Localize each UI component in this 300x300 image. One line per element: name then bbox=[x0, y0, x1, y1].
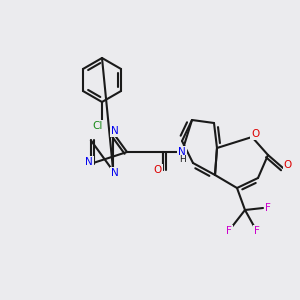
Text: N: N bbox=[85, 157, 93, 167]
Text: O: O bbox=[284, 160, 292, 170]
Text: N: N bbox=[111, 168, 119, 178]
Text: H: H bbox=[178, 155, 185, 164]
Text: F: F bbox=[226, 226, 232, 236]
Text: F: F bbox=[265, 203, 271, 213]
Text: F: F bbox=[254, 226, 260, 236]
Text: N: N bbox=[111, 126, 119, 136]
Text: Cl: Cl bbox=[93, 121, 103, 131]
Text: O: O bbox=[154, 165, 162, 175]
Text: N: N bbox=[178, 147, 186, 157]
Text: O: O bbox=[251, 129, 259, 139]
